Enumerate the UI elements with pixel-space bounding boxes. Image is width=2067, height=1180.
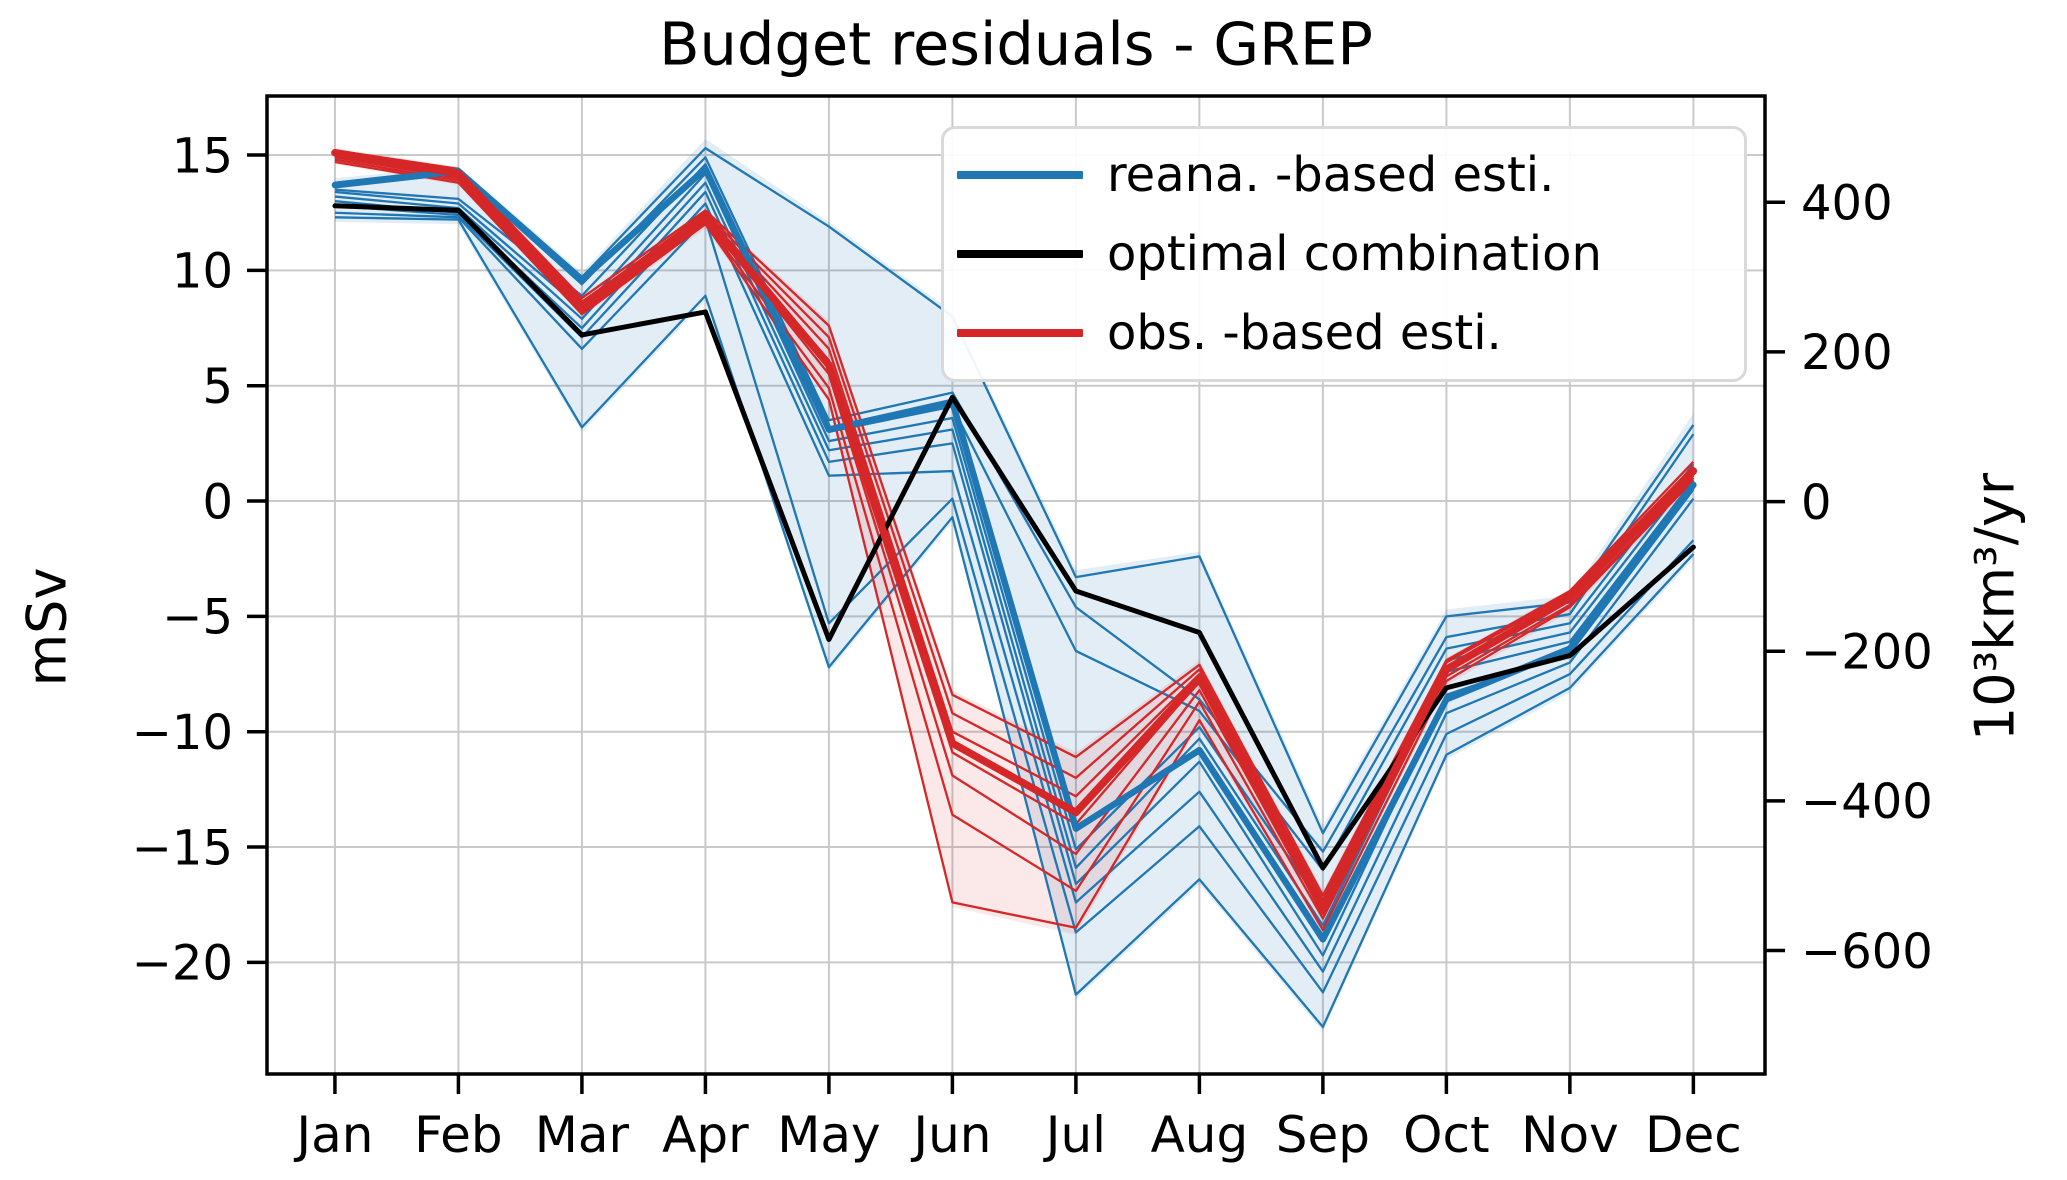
right-tick-label: 200: [1801, 325, 1893, 381]
x-tick-label: Jul: [1043, 1106, 1106, 1164]
reana_mean-line: [331, 165, 1697, 943]
obs_mean-line: [331, 148, 1698, 914]
reana-member-line: [334, 181, 1695, 927]
reana-member-line: [334, 216, 1695, 1029]
x-tick-label: Feb: [414, 1106, 503, 1164]
obs-member-line: [334, 149, 1695, 897]
legend-label: obs. -based esti.: [1107, 305, 1502, 362]
right-tick-label: 400: [1801, 176, 1893, 232]
reana-member-line: [334, 211, 1695, 994]
chart-title: Budget residuals - GREP: [659, 9, 1373, 79]
legend-label: optimal combination: [1107, 225, 1602, 282]
x-tick-label: Aug: [1151, 1106, 1249, 1164]
x-tick-label: Mar: [535, 1106, 630, 1164]
left-tick-label: 5: [202, 359, 233, 415]
left-tick-label: −5: [162, 590, 233, 646]
left-tick-label: 0: [202, 474, 233, 530]
x-tick-label: Oct: [1403, 1106, 1489, 1164]
x-tick-label: May: [777, 1106, 880, 1164]
left-tick-label: −15: [132, 820, 233, 876]
x-tick-label: Nov: [1521, 1106, 1619, 1164]
left-tick-label: 15: [172, 128, 233, 184]
x-tick-label: Sep: [1276, 1106, 1370, 1164]
x-tick-label: Dec: [1645, 1106, 1742, 1164]
legend-label: reana. -based esti.: [1107, 146, 1555, 203]
x-tick-label: Jan: [293, 1106, 373, 1164]
legend: reana. -based esti. optimal combination …: [941, 126, 1747, 382]
legend-entry-obs: obs. -based esti.: [944, 294, 1744, 372]
left-tick-label: 10: [172, 244, 233, 300]
right-tick-label: −200: [1801, 625, 1933, 681]
right-tick-label: 0: [1801, 475, 1832, 531]
obs-member-line: [334, 160, 1695, 932]
reana-ensemble-envelope: [334, 138, 1694, 1032]
optimal-line: [332, 203, 1696, 871]
legend-entry-optimal: optimal combination: [944, 215, 1744, 293]
reana-line-swatch: [957, 170, 1083, 179]
legend-entry-reana: reana. -based esti.: [944, 136, 1744, 214]
axes-spines: [265, 94, 1767, 1076]
right-tick-label: −400: [1801, 774, 1933, 830]
y-axis-label-right: 10³km³/yr: [1963, 472, 2027, 742]
y-axis-label-left: mSv: [15, 567, 79, 687]
left-tick-label: −20: [132, 936, 233, 992]
left-tick-label: −10: [132, 705, 233, 761]
x-tick-label: Jun: [910, 1106, 991, 1164]
x-tick-label: Apr: [662, 1106, 749, 1164]
optimal-line-swatch: [957, 249, 1083, 258]
obs-member-line: [334, 158, 1695, 920]
obs-line-swatch: [957, 329, 1083, 338]
right-tick-label: −600: [1801, 924, 1933, 980]
